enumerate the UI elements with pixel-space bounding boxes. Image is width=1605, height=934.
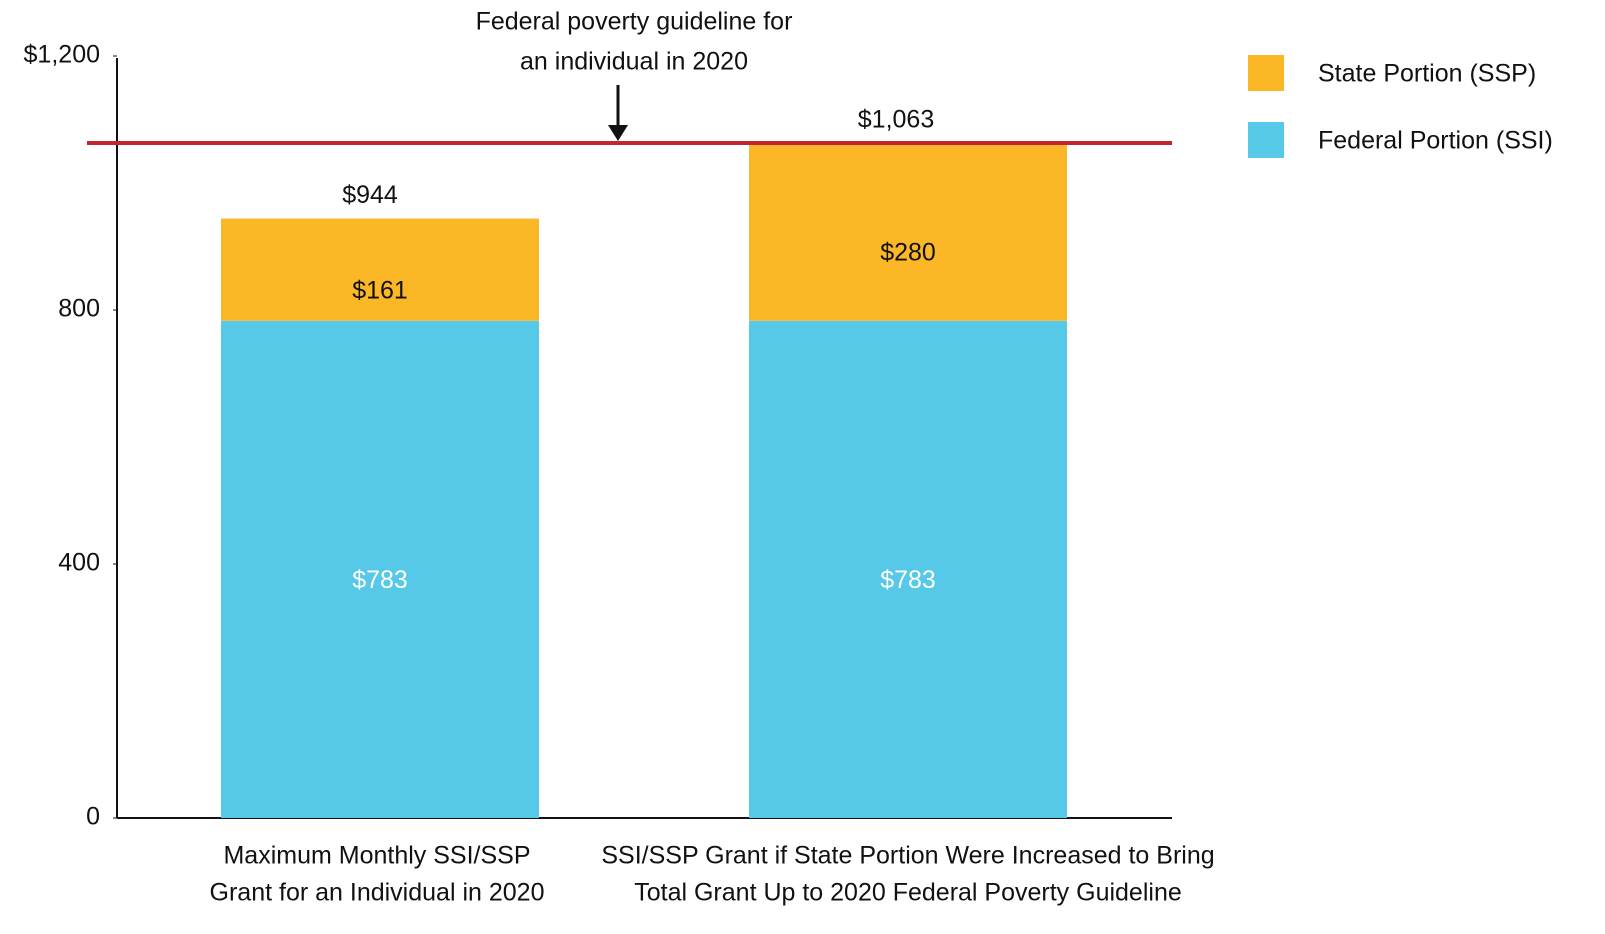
y-tick-label: 800 [58, 295, 100, 323]
annotation-arrowhead [608, 124, 628, 141]
value-label: $783 [880, 566, 936, 594]
legend-swatch [1248, 122, 1284, 158]
x-tick-label: Maximum Monthly SSI/SSP [223, 842, 530, 870]
y-tick-label: $1,200 [24, 41, 100, 69]
total-label: $944 [342, 181, 398, 209]
bar-segment [221, 218, 539, 321]
x-tick-label: Total Grant Up to 2020 Federal Poverty G… [634, 879, 1182, 907]
x-tick-label: SSI/SSP Grant if State Portion Were Incr… [601, 842, 1214, 870]
x-tick-label: Grant for an Individual in 2020 [210, 879, 545, 907]
value-label: $280 [880, 239, 936, 267]
bar-segment [749, 142, 1067, 321]
legend-label: Federal Portion (SSI) [1318, 127, 1553, 155]
bar-segment [749, 320, 1067, 818]
total-label: $1,063 [858, 106, 934, 134]
y-tick-label: 400 [58, 549, 100, 577]
value-label: $161 [352, 276, 408, 304]
annotation: an individual in 2020 [520, 48, 748, 76]
value-label: $783 [352, 566, 408, 594]
legend-swatch [1248, 55, 1284, 91]
y-tick-label: 0 [86, 803, 100, 831]
legend-label: State Portion (SSP) [1318, 60, 1536, 88]
bar-segment [221, 320, 539, 818]
annotation: Federal poverty guideline for [476, 8, 793, 36]
